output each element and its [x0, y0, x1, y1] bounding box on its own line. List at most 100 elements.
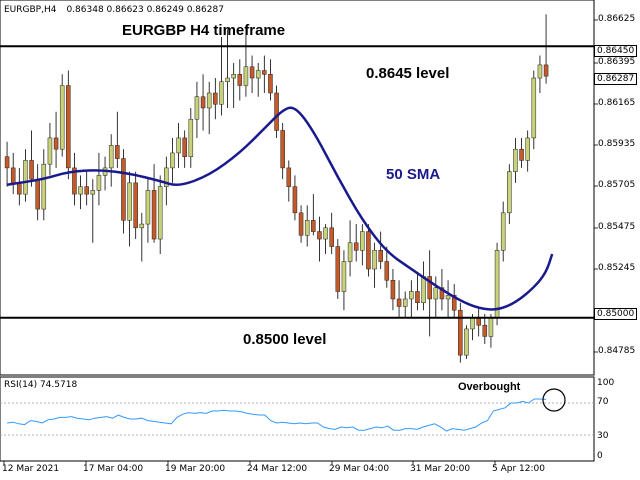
candle-body-bear	[396, 298, 402, 307]
price-label: 0.86625	[598, 14, 636, 24]
candle-body-bull	[243, 66, 249, 86]
candle-body-bull	[500, 212, 506, 251]
candle-body-bull	[445, 294, 451, 300]
time-label: 31 Mar 20:00	[410, 464, 471, 474]
price-label-current: 0.86287	[594, 73, 638, 85]
candle-body-bear	[476, 317, 481, 326]
candle-body-bear	[280, 130, 285, 169]
candle-body-bear	[133, 182, 138, 229]
rsi-axis-label-30: 30	[597, 431, 609, 441]
candle-body-bull	[409, 291, 414, 300]
candle-body-bear	[84, 186, 89, 195]
candle-body-bull	[470, 317, 475, 330]
candle-body-bear	[543, 64, 549, 77]
price-label: 0.86395	[598, 57, 636, 67]
candle-body-bull	[96, 175, 102, 191]
candle-body-bear	[17, 182, 22, 195]
chart-symbol: EURGBP,H4	[4, 5, 57, 15]
candle-body-bull	[59, 85, 65, 150]
candle-body-bull	[206, 92, 212, 109]
sma-label: 50 SMA	[386, 166, 441, 183]
candle-body-bear	[427, 276, 432, 300]
candle-body-bear	[298, 212, 304, 236]
candle-body-bear	[353, 242, 359, 251]
price-label: 0.86165	[598, 98, 636, 108]
candle-body-bear	[115, 145, 120, 159]
rsi-guides	[0, 402, 594, 436]
candle-body-bear	[378, 250, 383, 262]
candle-body-bear	[151, 190, 157, 240]
candle-body-bull	[90, 190, 96, 195]
time-axis-ticks	[3, 461, 496, 465]
price-label-highlight: 0.86450	[594, 45, 638, 57]
candle-body-bear	[329, 227, 334, 247]
candle-body-bear	[317, 231, 322, 240]
candle-body-bear	[35, 178, 40, 210]
candle-body-bear	[311, 220, 316, 232]
candle-body-bull	[23, 160, 28, 195]
candle-body-bear	[458, 309, 463, 356]
candle-body-bear	[4, 156, 10, 169]
candle-body-bear	[415, 291, 420, 303]
candle-body-bull	[537, 64, 543, 79]
candle-body-bull	[323, 227, 328, 240]
candle-body-bull	[231, 74, 236, 79]
level-lower-label: 0.8500 level	[243, 331, 327, 348]
candle-body-bull	[341, 261, 347, 292]
candle-body-bear	[237, 74, 243, 86]
chart-title: EURGBP H4 timeframe	[122, 22, 286, 39]
rsi-axis-label-70: 70	[597, 397, 609, 407]
candle-body-bull	[531, 77, 537, 139]
time-label: 5 Apr 12:00	[492, 464, 545, 474]
price-label: 0.85475	[598, 222, 636, 232]
candle-body-bull	[360, 231, 365, 251]
candle-body-bull	[145, 190, 151, 225]
candle-body-bear	[384, 261, 390, 281]
candle-body-bull	[421, 276, 426, 303]
price-label: 0.85705	[598, 180, 636, 190]
candle-body-bull	[164, 167, 169, 187]
candle-body-bull	[157, 186, 163, 240]
candle-body-bull	[372, 250, 377, 270]
time-label: 24 Mar 12:00	[247, 464, 308, 474]
candle-body-bear	[262, 70, 267, 75]
rsi-axis-label-100: 100	[597, 378, 615, 388]
candle-body-bull	[525, 137, 530, 161]
candle-body-bull	[127, 182, 132, 221]
candle-body-bear	[182, 137, 187, 157]
chart-header: EURGBP,H4 0.86348 0.86623 0.86249 0.86287	[4, 5, 224, 15]
rsi-title: RSI(14) 74.5718	[4, 380, 78, 390]
candle-body-bear	[10, 167, 16, 184]
candle-body-bear	[482, 324, 488, 337]
candle-body-bear	[439, 287, 445, 300]
candle-body-bear	[519, 148, 524, 161]
time-label: 17 Mar 04:00	[83, 464, 144, 474]
candle-body-bull	[176, 137, 181, 154]
time-label: 12 Mar 2021	[2, 464, 60, 474]
candle-body-bear	[29, 160, 34, 180]
price-label: 0.85935	[598, 139, 636, 149]
candle-body-bull	[402, 298, 408, 307]
candle-body-bull	[513, 148, 518, 172]
candle-body-bull	[108, 145, 114, 169]
rsi-panel[interactable]	[0, 376, 595, 462]
candle-body-bull	[225, 77, 230, 83]
price-label: 0.84785	[598, 346, 636, 356]
candle-body-bear	[274, 92, 279, 131]
time-label: 29 Mar 04:00	[329, 464, 390, 474]
candle-body-bull	[304, 220, 310, 236]
candle-body-bull	[194, 96, 200, 120]
candle-body-bull	[255, 70, 261, 79]
candles-group	[4, 14, 549, 363]
candle-body-bear	[249, 66, 255, 79]
candle-body-bear	[366, 231, 371, 270]
price-label: 0.85245	[598, 263, 636, 273]
candle-body-bear	[292, 186, 298, 214]
candle-body-bull	[188, 118, 194, 157]
rsi-line	[6, 398, 547, 432]
time-label: 19 Mar 20:00	[165, 464, 226, 474]
sma-line	[6, 106, 554, 311]
candle-body-bull	[139, 223, 145, 229]
overbought-label: Overbought	[458, 381, 521, 393]
